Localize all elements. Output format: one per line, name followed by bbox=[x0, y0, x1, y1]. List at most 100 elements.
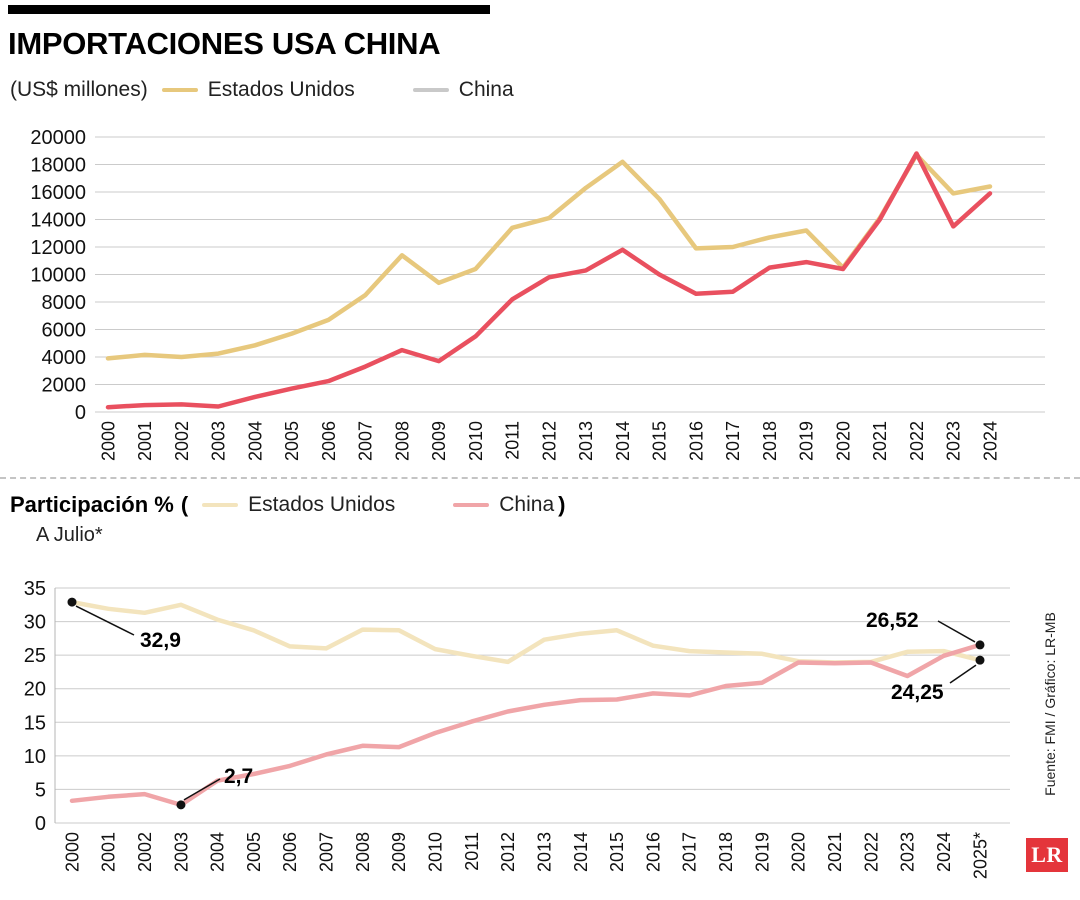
share-chart-subtitle: A Julio* bbox=[36, 524, 103, 546]
svg-text:4000: 4000 bbox=[42, 347, 87, 369]
svg-text:2024: 2024 bbox=[934, 832, 954, 872]
svg-text:2012: 2012 bbox=[539, 421, 559, 461]
share-legend-item-china: China bbox=[453, 493, 554, 517]
svg-text:2004: 2004 bbox=[245, 421, 265, 461]
svg-text:2005: 2005 bbox=[282, 421, 302, 461]
svg-text:2021: 2021 bbox=[870, 421, 890, 461]
svg-text:2011: 2011 bbox=[462, 832, 482, 871]
svg-text:2022: 2022 bbox=[861, 832, 881, 872]
svg-text:2017: 2017 bbox=[723, 421, 743, 461]
source-credit: Fuente: FMI / Gráfico: LR-MB bbox=[1042, 612, 1058, 796]
lr-logo: LR bbox=[1026, 838, 1068, 872]
svg-text:2008: 2008 bbox=[353, 832, 373, 872]
svg-text:15: 15 bbox=[24, 712, 46, 734]
svg-text:2016: 2016 bbox=[643, 832, 663, 872]
svg-text:2011: 2011 bbox=[503, 421, 523, 460]
svg-text:6000: 6000 bbox=[42, 320, 87, 342]
svg-text:2023: 2023 bbox=[944, 421, 964, 461]
svg-text:2007: 2007 bbox=[356, 421, 376, 461]
svg-text:26,52: 26,52 bbox=[866, 609, 919, 632]
svg-text:2020: 2020 bbox=[789, 832, 809, 872]
imports-line-chart: 0 2000 4000 6000 8000 10000 12000 14000 16000 180… bbox=[30, 127, 1045, 461]
svg-text:2,7: 2,7 bbox=[224, 765, 253, 788]
legend-label-usa: Estados Unidos bbox=[207, 78, 355, 101]
svg-text:2010: 2010 bbox=[426, 832, 446, 872]
svg-text:18000: 18000 bbox=[30, 155, 86, 177]
svg-text:2020: 2020 bbox=[833, 421, 853, 461]
imports-chart-legend: (US$ millones) Estados Unidos China bbox=[10, 78, 514, 102]
svg-text:30: 30 bbox=[24, 612, 46, 634]
svg-text:12000: 12000 bbox=[30, 237, 86, 259]
svg-text:2002: 2002 bbox=[135, 832, 155, 872]
svg-text:0: 0 bbox=[75, 402, 86, 424]
svg-text:10: 10 bbox=[24, 746, 46, 768]
share-line-chart: 0 5 10 15 20 25 30 35 2000 2001 2002 2003 2004 2005 20… bbox=[24, 578, 1010, 879]
svg-text:2014: 2014 bbox=[613, 421, 633, 461]
china-share-swatch bbox=[453, 503, 490, 507]
section-divider bbox=[0, 477, 1080, 479]
svg-text:2013: 2013 bbox=[534, 832, 554, 872]
svg-text:20000: 20000 bbox=[30, 127, 86, 149]
title-rule bbox=[8, 5, 490, 14]
svg-text:2009: 2009 bbox=[429, 421, 449, 461]
svg-text:2000: 2000 bbox=[62, 832, 82, 872]
svg-text:2024: 2024 bbox=[980, 421, 1000, 461]
svg-text:2005: 2005 bbox=[244, 832, 264, 872]
svg-text:2012: 2012 bbox=[498, 832, 518, 872]
svg-text:32,9: 32,9 bbox=[140, 629, 181, 652]
svg-text:2014: 2014 bbox=[571, 832, 591, 872]
usa-line-swatch bbox=[161, 88, 198, 92]
share-legend-label-china: China bbox=[499, 493, 555, 516]
svg-text:2023: 2023 bbox=[898, 832, 918, 872]
svg-text:2015: 2015 bbox=[650, 421, 670, 461]
svg-text:16000: 16000 bbox=[30, 182, 86, 204]
svg-text:2015: 2015 bbox=[607, 832, 627, 872]
svg-text:2009: 2009 bbox=[389, 832, 409, 872]
svg-text:5: 5 bbox=[35, 779, 46, 801]
page-title: IMPORTACIONES USA CHINA bbox=[8, 26, 441, 61]
svg-text:2016: 2016 bbox=[686, 421, 706, 461]
svg-text:2000: 2000 bbox=[42, 375, 87, 397]
svg-text:2022: 2022 bbox=[907, 421, 927, 461]
share-legend-label-usa: Estados Unidos bbox=[248, 493, 396, 516]
usa-share-swatch bbox=[202, 503, 239, 507]
china-line-swatch bbox=[412, 88, 449, 92]
svg-text:2003: 2003 bbox=[171, 832, 191, 872]
section-title: Participación % bbox=[10, 492, 174, 517]
legend-label-china: China bbox=[458, 78, 514, 101]
legend-item-china: China bbox=[412, 78, 514, 102]
svg-text:2006: 2006 bbox=[280, 832, 300, 872]
svg-text:0: 0 bbox=[35, 813, 46, 835]
svg-text:2007: 2007 bbox=[317, 832, 337, 872]
svg-text:2002: 2002 bbox=[172, 421, 192, 461]
share-legend-item-usa: Estados Unidos bbox=[202, 493, 395, 517]
svg-text:24,25: 24,25 bbox=[891, 681, 944, 704]
svg-text:2019: 2019 bbox=[752, 832, 772, 872]
svg-text:2001: 2001 bbox=[135, 421, 155, 461]
open-paren: ( bbox=[180, 492, 189, 517]
svg-text:2003: 2003 bbox=[209, 421, 229, 461]
svg-text:2008: 2008 bbox=[392, 421, 412, 461]
svg-text:14000: 14000 bbox=[30, 210, 86, 232]
svg-text:2006: 2006 bbox=[319, 421, 339, 461]
svg-text:2018: 2018 bbox=[716, 832, 736, 872]
svg-text:10000: 10000 bbox=[30, 265, 86, 287]
units-label: (US$ millones) bbox=[10, 78, 148, 101]
svg-text:2010: 2010 bbox=[466, 421, 486, 461]
svg-text:2001: 2001 bbox=[99, 832, 119, 872]
svg-text:8000: 8000 bbox=[42, 292, 87, 314]
share-chart-header: Participación % ( Estados Unidos China ) bbox=[10, 492, 565, 518]
close-paren: ) bbox=[558, 492, 566, 517]
svg-text:2013: 2013 bbox=[576, 421, 596, 461]
svg-text:2000: 2000 bbox=[98, 421, 118, 461]
svg-text:35: 35 bbox=[24, 578, 46, 600]
svg-text:2018: 2018 bbox=[760, 421, 780, 461]
svg-text:2004: 2004 bbox=[208, 832, 228, 872]
svg-text:20: 20 bbox=[24, 679, 46, 701]
svg-text:2017: 2017 bbox=[680, 832, 700, 872]
legend-item-usa: Estados Unidos bbox=[161, 78, 355, 102]
svg-text:2021: 2021 bbox=[825, 832, 845, 872]
svg-text:2025*: 2025* bbox=[970, 832, 990, 879]
svg-text:25: 25 bbox=[24, 645, 46, 667]
